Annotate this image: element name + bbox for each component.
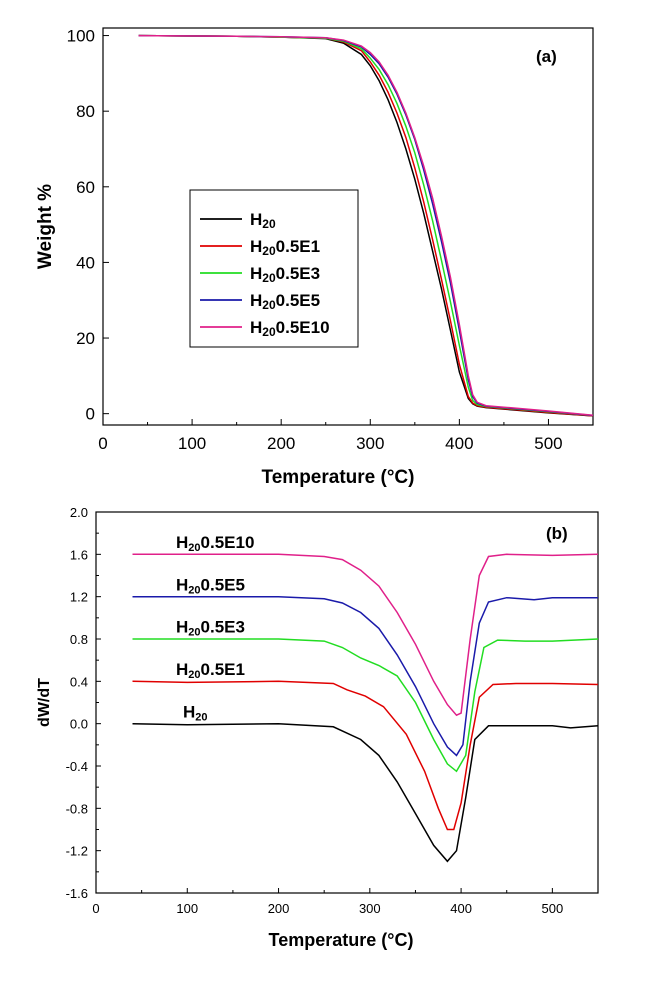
y-tick-label-b: 1.6 (70, 547, 88, 562)
panel-a-tga: 0 100 200 300 400 500 0 20 40 60 80 100 Temperature … (35, 27, 594, 488)
y-tick-label-b: -0.8 (66, 801, 88, 816)
plot-frame-b (95, 511, 599, 894)
panel-label-b: (b) (546, 524, 568, 543)
series-line-b-0 (132, 722, 599, 863)
curve-label: H200.5E1 (176, 660, 245, 681)
legend-label: H200.5E10 (250, 318, 330, 339)
y-axis-title-a: Weight % (35, 184, 56, 269)
x-tick-label-b: 100 (176, 901, 198, 916)
y-tick-label-a: 40 (76, 253, 95, 272)
series-line-a-4 (138, 34, 594, 416)
y-tick-label-a: 100 (67, 27, 95, 46)
curve-label: H200.5E5 (176, 575, 245, 596)
x-tick-label-a: 200 (267, 434, 295, 453)
series-line-b-1 (132, 680, 599, 831)
x-tick-label-a: 0 (98, 434, 107, 453)
curve-label: H200.5E3 (176, 618, 245, 639)
x-tick-label-a: 400 (445, 434, 473, 453)
y-tick-label-a: 0 (86, 405, 95, 424)
x-tick-label-b: 500 (542, 901, 564, 916)
x-tick-label-b: 400 (450, 901, 472, 916)
series-line-b-4 (132, 553, 599, 717)
legend-label: H200.5E1 (250, 237, 320, 258)
series-line-b-2 (132, 638, 599, 773)
panel-b-dtg: 0 100 200 300 400 500 -1.6 -1.2 -0.8 -0.4 0.0 0.4 0.… (36, 505, 599, 950)
panel-label-a: (a) (536, 47, 557, 66)
x-tick-label-b: 300 (359, 901, 381, 916)
x-tick-label-b: 200 (268, 901, 290, 916)
legend-label: H20 (250, 210, 276, 231)
x-axis-title-a: Temperature (°C) (262, 467, 415, 488)
legend-label: H200.5E3 (250, 264, 320, 285)
legend-box (189, 189, 359, 348)
y-tick-label-a: 60 (76, 178, 95, 197)
x-tick-label-b: 0 (92, 901, 99, 916)
y-tick-label-a: 80 (76, 102, 95, 121)
x-tick-label-a: 100 (178, 434, 206, 453)
y-tick-label-b: 0.0 (70, 717, 88, 732)
y-tick-label-b: 0.4 (70, 674, 88, 689)
y-tick-label-b: -1.2 (66, 844, 88, 859)
y-tick-label-b: 0.8 (70, 632, 88, 647)
plot-frame-a (102, 27, 594, 426)
legend-label: H200.5E5 (250, 291, 320, 312)
y-tick-label-b: -1.6 (66, 886, 88, 901)
x-axis-title-b: Temperature (°C) (269, 930, 414, 950)
x-tick-label-a: 300 (356, 434, 384, 453)
x-tick-label-a: 500 (534, 434, 562, 453)
y-tick-label-b: 1.2 (70, 590, 88, 605)
curve-label: H20 (183, 702, 208, 723)
y-tick-label-b: -0.4 (66, 759, 88, 774)
curve-label: H200.5E10 (176, 533, 254, 554)
y-tick-label-b: 2.0 (70, 505, 88, 520)
y-tick-label-a: 20 (76, 329, 95, 348)
series-line-b-3 (132, 595, 598, 757)
y-axis-title-b: dW/dT (36, 678, 53, 727)
